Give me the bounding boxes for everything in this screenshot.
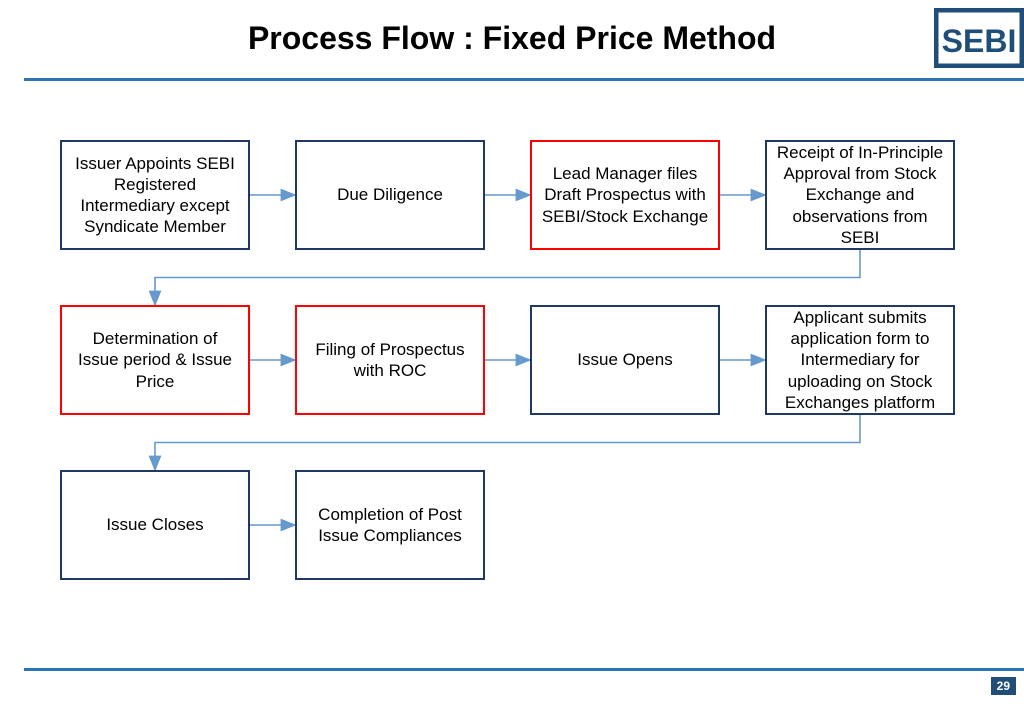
edge-n8-n9	[155, 415, 860, 470]
flow-node-n2: Due Diligence	[295, 140, 485, 250]
flow-node-n4: Receipt of In-Principle Approval from St…	[765, 140, 955, 250]
edge-n4-n5	[155, 250, 860, 305]
flow-node-n1: Issuer Appoints SEBI Registered Intermed…	[60, 140, 250, 250]
flow-node-n8: Applicant submits application form to In…	[765, 305, 955, 415]
flow-node-n3: Lead Manager files Draft Prospectus with…	[530, 140, 720, 250]
flow-node-n6: Filing of Prospectus with ROC	[295, 305, 485, 415]
flow-node-n9: Issue Closes	[60, 470, 250, 580]
flow-node-n5: Determination of Issue period & Issue Pr…	[60, 305, 250, 415]
flow-node-n10: Completion of Post Issue Compliances	[295, 470, 485, 580]
flow-node-n7: Issue Opens	[530, 305, 720, 415]
